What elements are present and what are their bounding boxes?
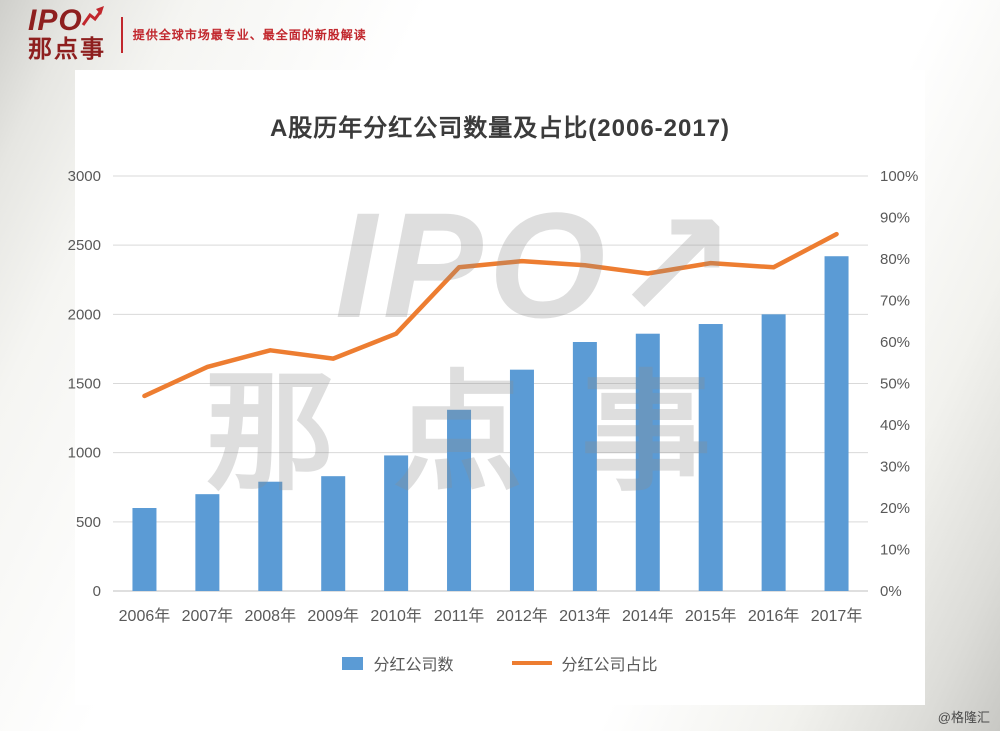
logo-top-row: IPO [28, 6, 107, 36]
chart-card: A股历年分红公司数量及占比(2006-2017) [75, 70, 925, 705]
legend-line-swatch [511, 661, 552, 665]
legend-bar-label: 分红公司数 [373, 657, 454, 674]
brand-divider [120, 16, 123, 53]
legend-item-line: 分红公司占比 [511, 651, 658, 675]
brand-tagline: 提供全球市场最专业、最全面的新股解读 [132, 28, 367, 43]
chart-legend: 分红公司数 分红公司占比 [0, 651, 1000, 675]
stock-arrow-icon [81, 3, 107, 34]
brand-header: IPO 那点事 提供全球市场最专业、最全面的新股解读 [28, 6, 367, 64]
logo-ipo-text: IPO [28, 4, 83, 37]
ipo-logo: IPO 那点事 [28, 6, 107, 64]
legend-item-bars: 分红公司数 [342, 651, 454, 675]
chart-title: A股历年分红公司数量及占比(2006-2017) [269, 115, 731, 142]
legend-line-label: 分红公司占比 [561, 657, 658, 674]
logo-subtitle: 那点事 [28, 36, 106, 63]
legend-bar-swatch [342, 656, 364, 670]
credit-watermark: @格隆汇 [937, 710, 990, 725]
